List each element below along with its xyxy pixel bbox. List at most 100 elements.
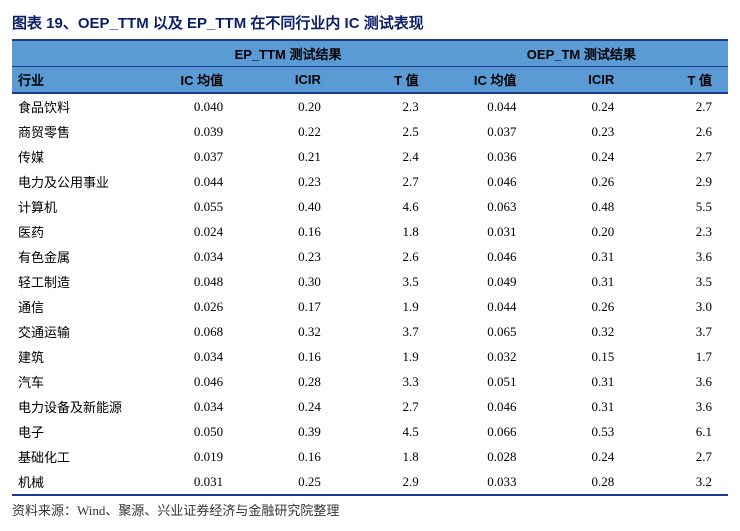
cell-icir-right: 0.31 bbox=[532, 269, 630, 294]
cell-ic-mean-left: 0.037 bbox=[141, 144, 239, 169]
table-row: 基础化工0.0190.161.80.0280.242.7 bbox=[12, 444, 728, 469]
cell-tval-right: 2.3 bbox=[630, 219, 728, 244]
cell-icir-left: 0.25 bbox=[239, 469, 337, 495]
table-row: 通信0.0260.171.90.0440.263.0 bbox=[12, 294, 728, 319]
cell-industry: 机械 bbox=[12, 469, 141, 495]
cell-icir-right: 0.31 bbox=[532, 394, 630, 419]
cell-ic-mean-left: 0.026 bbox=[141, 294, 239, 319]
source-note: 资料来源：Wind、聚源、兴业证券经济与金融研究院整理 bbox=[12, 500, 728, 519]
cell-industry: 医药 bbox=[12, 219, 141, 244]
table-title: 图表 19、OEP_TTM 以及 EP_TTM 在不同行业内 IC 测试表现 bbox=[12, 12, 728, 33]
cell-icir-right: 0.24 bbox=[532, 144, 630, 169]
cell-icir-right: 0.23 bbox=[532, 119, 630, 144]
col-icir-right: ICIR bbox=[532, 67, 630, 94]
cell-ic-mean-right: 0.046 bbox=[435, 244, 533, 269]
cell-industry: 汽车 bbox=[12, 369, 141, 394]
cell-tval-right: 3.5 bbox=[630, 269, 728, 294]
cell-tval-left: 3.5 bbox=[337, 269, 435, 294]
cell-tval-right: 3.6 bbox=[630, 394, 728, 419]
cell-icir-right: 0.26 bbox=[532, 294, 630, 319]
col-tval-left: T 值 bbox=[337, 67, 435, 94]
col-header-row: 行业 IC 均值 ICIR T 值 IC 均值 ICIR T 值 bbox=[12, 67, 728, 94]
cell-icir-right: 0.48 bbox=[532, 194, 630, 219]
cell-tval-left: 2.9 bbox=[337, 469, 435, 495]
cell-icir-left: 0.30 bbox=[239, 269, 337, 294]
cell-icir-right: 0.24 bbox=[532, 444, 630, 469]
cell-ic-mean-left: 0.031 bbox=[141, 469, 239, 495]
cell-ic-mean-right: 0.037 bbox=[435, 119, 533, 144]
table-row: 计算机0.0550.404.60.0630.485.5 bbox=[12, 194, 728, 219]
cell-ic-mean-left: 0.046 bbox=[141, 369, 239, 394]
cell-ic-mean-left: 0.034 bbox=[141, 344, 239, 369]
table-row: 电子0.0500.394.50.0660.536.1 bbox=[12, 419, 728, 444]
cell-tval-left: 3.3 bbox=[337, 369, 435, 394]
cell-tval-left: 2.7 bbox=[337, 169, 435, 194]
cell-industry: 传媒 bbox=[12, 144, 141, 169]
cell-ic-mean-right: 0.063 bbox=[435, 194, 533, 219]
cell-industry: 电力及公用事业 bbox=[12, 169, 141, 194]
cell-ic-mean-left: 0.034 bbox=[141, 244, 239, 269]
cell-ic-mean-right: 0.044 bbox=[435, 294, 533, 319]
cell-icir-left: 0.32 bbox=[239, 319, 337, 344]
cell-icir-right: 0.20 bbox=[532, 219, 630, 244]
cell-ic-mean-left: 0.048 bbox=[141, 269, 239, 294]
cell-icir-left: 0.39 bbox=[239, 419, 337, 444]
cell-icir-right: 0.24 bbox=[532, 93, 630, 119]
table-row: 有色金属0.0340.232.60.0460.313.6 bbox=[12, 244, 728, 269]
cell-icir-right: 0.15 bbox=[532, 344, 630, 369]
cell-tval-left: 3.7 bbox=[337, 319, 435, 344]
cell-ic-mean-right: 0.033 bbox=[435, 469, 533, 495]
col-tval-right: T 值 bbox=[630, 67, 728, 94]
cell-tval-right: 3.7 bbox=[630, 319, 728, 344]
cell-ic-mean-left: 0.024 bbox=[141, 219, 239, 244]
table-row: 食品饮料0.0400.202.30.0440.242.7 bbox=[12, 93, 728, 119]
cell-ic-mean-right: 0.051 bbox=[435, 369, 533, 394]
table-row: 传媒0.0370.212.40.0360.242.7 bbox=[12, 144, 728, 169]
group-header-blank bbox=[12, 40, 141, 67]
cell-tval-right: 2.7 bbox=[630, 93, 728, 119]
cell-ic-mean-right: 0.032 bbox=[435, 344, 533, 369]
cell-ic-mean-left: 0.050 bbox=[141, 419, 239, 444]
cell-icir-left: 0.16 bbox=[239, 219, 337, 244]
cell-icir-right: 0.31 bbox=[532, 369, 630, 394]
cell-icir-right: 0.32 bbox=[532, 319, 630, 344]
cell-industry: 轻工制造 bbox=[12, 269, 141, 294]
cell-icir-left: 0.23 bbox=[239, 169, 337, 194]
cell-tval-right: 3.6 bbox=[630, 244, 728, 269]
cell-tval-right: 1.7 bbox=[630, 344, 728, 369]
cell-industry: 计算机 bbox=[12, 194, 141, 219]
cell-ic-mean-left: 0.044 bbox=[141, 169, 239, 194]
cell-tval-left: 1.9 bbox=[337, 294, 435, 319]
cell-industry: 交通运输 bbox=[12, 319, 141, 344]
cell-tval-left: 1.9 bbox=[337, 344, 435, 369]
cell-tval-right: 2.7 bbox=[630, 444, 728, 469]
cell-industry: 建筑 bbox=[12, 344, 141, 369]
table-row: 轻工制造0.0480.303.50.0490.313.5 bbox=[12, 269, 728, 294]
table-row: 汽车0.0460.283.30.0510.313.6 bbox=[12, 369, 728, 394]
cell-industry: 电子 bbox=[12, 419, 141, 444]
cell-ic-mean-left: 0.034 bbox=[141, 394, 239, 419]
cell-icir-left: 0.24 bbox=[239, 394, 337, 419]
cell-ic-mean-right: 0.028 bbox=[435, 444, 533, 469]
col-icir-left: ICIR bbox=[239, 67, 337, 94]
cell-tval-left: 4.6 bbox=[337, 194, 435, 219]
cell-industry: 电力设备及新能源 bbox=[12, 394, 141, 419]
group-header-right: OEP_TM 测试结果 bbox=[435, 40, 728, 67]
cell-tval-left: 1.8 bbox=[337, 219, 435, 244]
cell-icir-left: 0.21 bbox=[239, 144, 337, 169]
cell-ic-mean-left: 0.068 bbox=[141, 319, 239, 344]
cell-tval-left: 2.6 bbox=[337, 244, 435, 269]
cell-icir-right: 0.53 bbox=[532, 419, 630, 444]
cell-icir-left: 0.16 bbox=[239, 444, 337, 469]
table-row: 建筑0.0340.161.90.0320.151.7 bbox=[12, 344, 728, 369]
cell-ic-mean-left: 0.040 bbox=[141, 93, 239, 119]
table-row: 交通运输0.0680.323.70.0650.323.7 bbox=[12, 319, 728, 344]
cell-tval-left: 1.8 bbox=[337, 444, 435, 469]
table-row: 电力设备及新能源0.0340.242.70.0460.313.6 bbox=[12, 394, 728, 419]
cell-tval-right: 3.6 bbox=[630, 369, 728, 394]
cell-icir-left: 0.23 bbox=[239, 244, 337, 269]
cell-icir-left: 0.20 bbox=[239, 93, 337, 119]
cell-ic-mean-left: 0.019 bbox=[141, 444, 239, 469]
cell-ic-mean-right: 0.065 bbox=[435, 319, 533, 344]
cell-tval-left: 2.7 bbox=[337, 394, 435, 419]
